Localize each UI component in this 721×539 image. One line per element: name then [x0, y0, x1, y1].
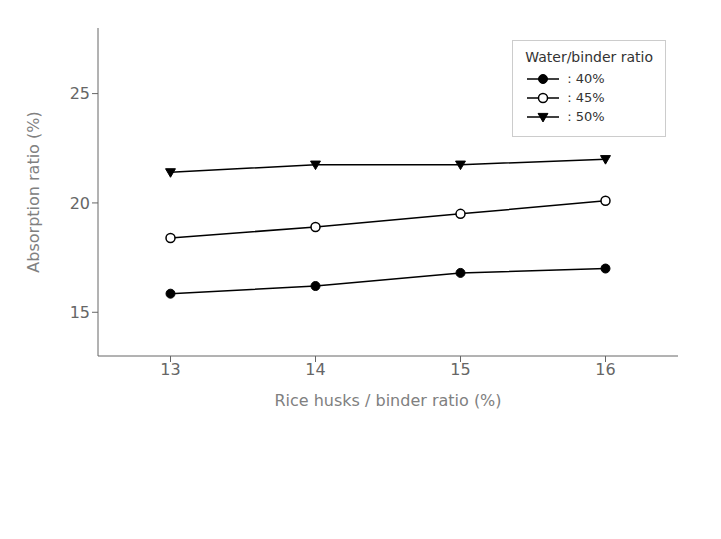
html-text:: 45%: : 45% [567, 90, 605, 105]
html-text:Water/binder ratio: Water/binder ratio [525, 49, 653, 65]
svg-text:Rice husks / binder ratio (%): Rice husks / binder ratio (%) [274, 391, 501, 410]
svg-text:20: 20 [70, 194, 90, 213]
svg-text:Absorption ratio (%): Absorption ratio (%) [24, 111, 43, 272]
html-text:: 50%: : 50% [567, 109, 605, 124]
svg-text:13: 13 [160, 360, 180, 379]
svg-text:15: 15 [70, 303, 90, 322]
html-text:: 40%: : 40% [567, 71, 605, 86]
svg-text:16: 16 [595, 360, 615, 379]
svg-text:14: 14 [305, 360, 325, 379]
svg-text:25: 25 [70, 84, 90, 103]
svg-text:15: 15 [450, 360, 470, 379]
